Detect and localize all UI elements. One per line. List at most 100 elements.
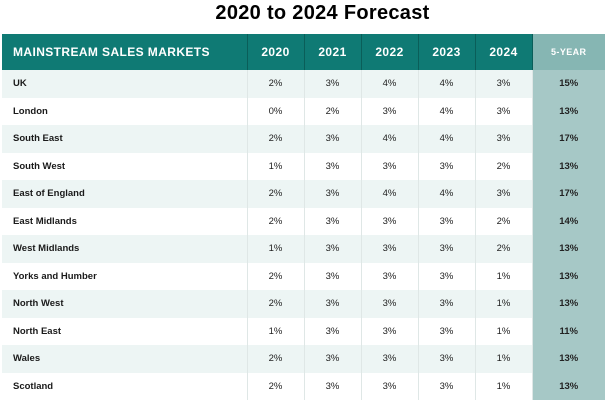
column-header-five-year: 5-YEAR [532,34,605,70]
forecast-value-cell: 3% [304,290,362,318]
forecast-value-cell: 3% [304,235,362,263]
five-year-total-cell: 13% [532,152,605,180]
five-year-total-cell: 13% [532,345,605,373]
table-header-row: MAINSTREAM SALES MARKETS 2020 2021 2022 … [2,34,605,70]
forecast-value-cell: 1% [247,152,305,180]
region-name-cell: North East [2,317,248,345]
forecast-table: MAINSTREAM SALES MARKETS 2020 2021 2022 … [2,34,605,400]
forecast-value-cell: 3% [418,317,476,345]
forecast-value-cell: 3% [418,152,476,180]
table-row: West Midlands 1% 3% 3% 3% 2% 13% [2,235,605,263]
forecast-value-cell: 3% [304,180,362,208]
five-year-total-cell: 15% [532,70,605,98]
forecast-value-cell: 3% [475,70,533,98]
region-name-cell: Scotland [2,372,248,400]
forecast-value-cell: 2% [304,97,362,125]
forecast-value-cell: 3% [418,262,476,290]
forecast-value-cell: 3% [304,317,362,345]
forecast-value-cell: 4% [361,180,419,208]
forecast-value-cell: 4% [418,97,476,125]
forecast-value-cell: 3% [418,290,476,318]
five-year-total-cell: 13% [532,290,605,318]
table-row: London 0% 2% 3% 4% 3% 13% [2,97,605,125]
column-header-market: MAINSTREAM SALES MARKETS [2,34,248,70]
forecast-value-cell: 1% [475,262,533,290]
column-header-2022: 2022 [361,34,419,70]
forecast-value-cell: 2% [247,290,305,318]
forecast-value-cell: 4% [361,70,419,98]
forecast-value-cell: 3% [304,125,362,153]
table-row: East Midlands 2% 3% 3% 3% 2% 14% [2,207,605,235]
region-name-cell: North West [2,290,248,318]
forecast-value-cell: 3% [418,372,476,400]
forecast-value-cell: 3% [304,207,362,235]
forecast-value-cell: 3% [304,152,362,180]
forecast-value-cell: 2% [247,372,305,400]
forecast-value-cell: 3% [418,235,476,263]
forecast-value-cell: 2% [247,207,305,235]
forecast-value-cell: 1% [247,235,305,263]
forecast-value-cell: 1% [475,345,533,373]
region-name-cell: London [2,97,248,125]
table-row: South West 1% 3% 3% 3% 2% 13% [2,152,605,180]
column-header-2024: 2024 [475,34,533,70]
region-name-cell: West Midlands [2,235,248,263]
forecast-value-cell: 1% [475,317,533,345]
column-header-2023: 2023 [418,34,476,70]
forecast-value-cell: 3% [361,97,419,125]
table-row: Wales 2% 3% 3% 3% 1% 13% [2,345,605,373]
forecast-value-cell: 2% [475,235,533,263]
forecast-value-cell: 1% [475,372,533,400]
table-row: Scotland 2% 3% 3% 3% 1% 13% [2,372,605,400]
five-year-total-cell: 14% [532,207,605,235]
region-name-cell: East Midlands [2,207,248,235]
forecast-value-cell: 2% [247,345,305,373]
forecast-value-cell: 3% [304,262,362,290]
five-year-total-cell: 17% [532,180,605,208]
forecast-value-cell: 4% [418,180,476,208]
column-header-2020: 2020 [247,34,305,70]
table-body: UK 2% 3% 4% 4% 3% 15% London 0% 2% 3% 4% 3% 13% South … [2,70,605,400]
forecast-value-cell: 4% [418,125,476,153]
five-year-total-cell: 13% [532,97,605,125]
forecast-value-cell: 1% [247,317,305,345]
forecast-value-cell: 2% [247,180,305,208]
table-row: East of England 2% 3% 4% 4% 3% 17% [2,180,605,208]
region-name-cell: UK [2,70,248,98]
forecast-value-cell: 3% [361,290,419,318]
table-row: Yorks and Humber 2% 3% 3% 3% 1% 13% [2,262,605,290]
forecast-value-cell: 1% [475,290,533,318]
region-name-cell: East of England [2,180,248,208]
forecast-value-cell: 3% [304,345,362,373]
table-row: South East 2% 3% 4% 4% 3% 17% [2,125,605,153]
region-name-cell: South West [2,152,248,180]
forecast-value-cell: 3% [418,345,476,373]
column-header-2021: 2021 [304,34,362,70]
five-year-total-cell: 17% [532,125,605,153]
page-title: 2020 to 2024 Forecast [215,2,430,24]
forecast-value-cell: 2% [475,207,533,235]
table-row: North East 1% 3% 3% 3% 1% 11% [2,317,605,345]
forecast-value-cell: 3% [361,207,419,235]
forecast-value-cell: 3% [361,152,419,180]
five-year-total-cell: 13% [532,235,605,263]
forecast-value-cell: 3% [475,125,533,153]
forecast-value-cell: 2% [475,152,533,180]
forecast-value-cell: 2% [247,262,305,290]
forecast-value-cell: 3% [475,180,533,208]
forecast-value-cell: 4% [361,125,419,153]
table-row: UK 2% 3% 4% 4% 3% 15% [2,70,605,98]
five-year-total-cell: 11% [532,317,605,345]
forecast-value-cell: 3% [361,317,419,345]
forecast-value-cell: 3% [361,372,419,400]
forecast-value-cell: 3% [361,345,419,373]
forecast-value-cell: 3% [361,262,419,290]
region-name-cell: Wales [2,345,248,373]
region-name-cell: Yorks and Humber [2,262,248,290]
forecast-value-cell: 3% [304,372,362,400]
five-year-total-cell: 13% [532,372,605,400]
forecast-value-cell: 0% [247,97,305,125]
table-row: North West 2% 3% 3% 3% 1% 13% [2,290,605,318]
forecast-value-cell: 2% [247,125,305,153]
forecast-value-cell: 4% [418,70,476,98]
